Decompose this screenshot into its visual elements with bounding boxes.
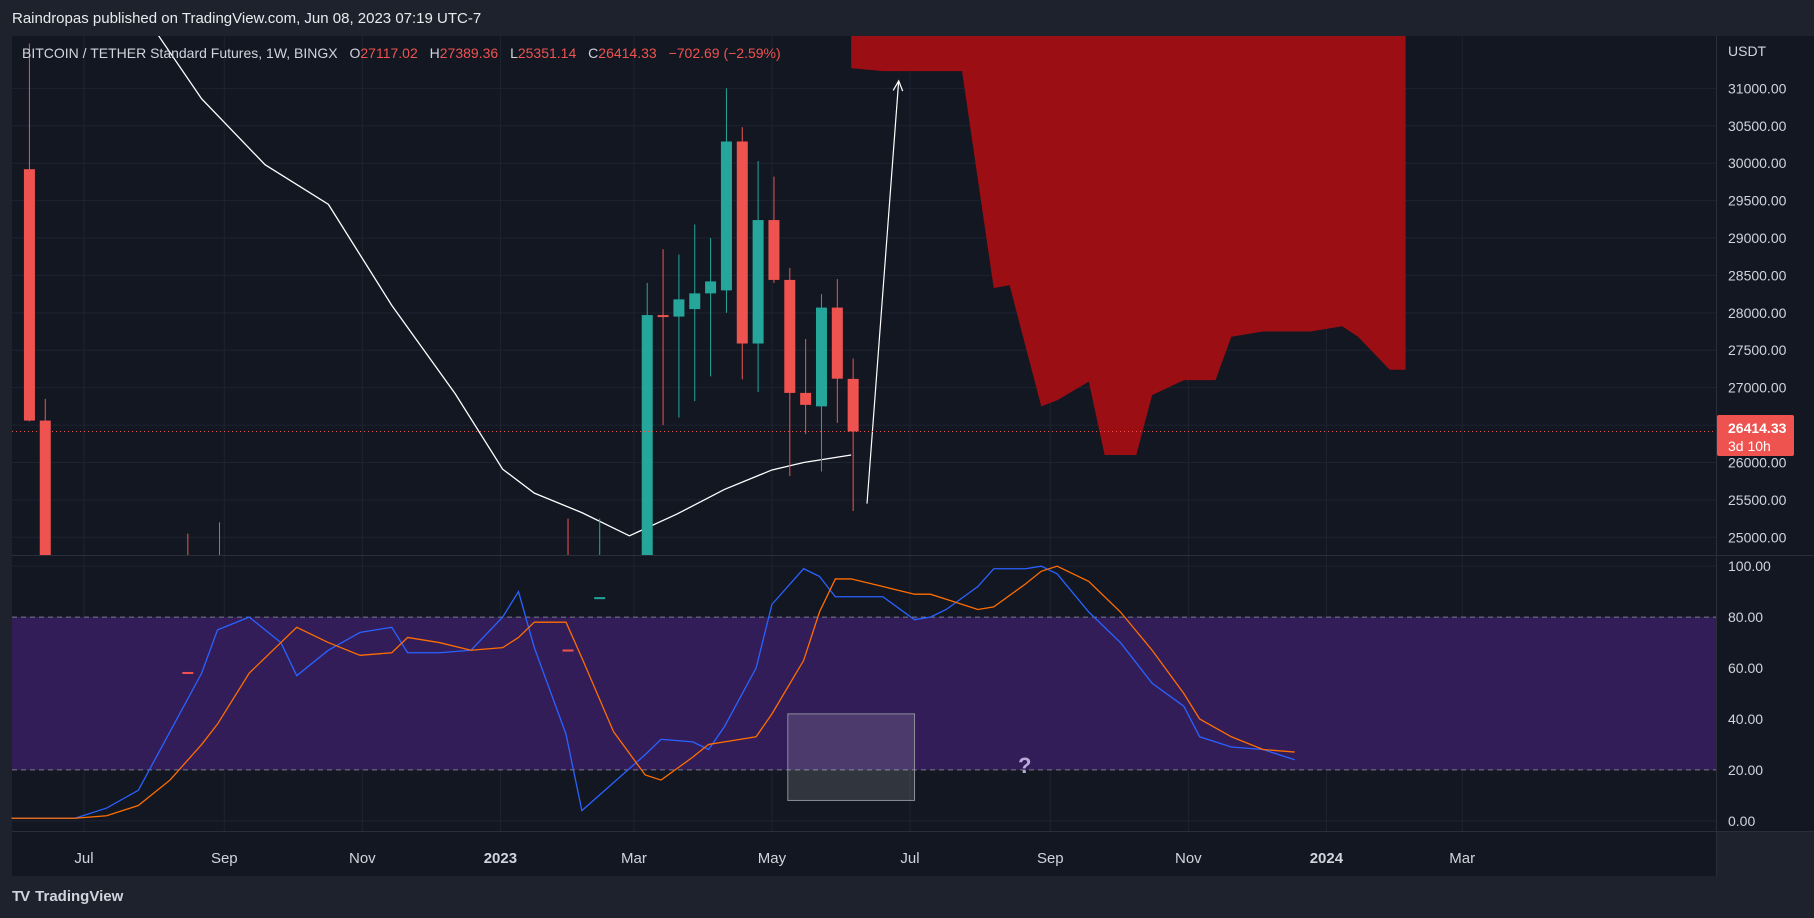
candle-body	[39, 420, 51, 556]
time-axis-bg	[12, 831, 1716, 876]
tradingview-logo-icon: TV	[12, 888, 30, 905]
candle-body	[752, 220, 764, 344]
symbol-legend[interactable]: BITCOIN / TETHER Standard Futures, 1W, B…	[22, 45, 781, 61]
price-pane-bg	[12, 36, 1716, 556]
low-value: 25351.14	[518, 45, 577, 61]
candle-body	[641, 315, 653, 556]
price-tick-label: 28500.00	[1728, 267, 1787, 283]
time-tick-label: 2024	[1310, 850, 1344, 867]
question-annotation: ?	[1018, 753, 1031, 778]
oscillator-tick-label: 60.00	[1728, 660, 1763, 676]
time-tick-label: Jul	[900, 850, 919, 867]
candle-body	[594, 597, 606, 600]
last-price-countdown: 3d 10h	[1728, 438, 1771, 454]
candle-body	[847, 378, 859, 432]
oscillator-axis[interactable]: 100.00 80.00 60.00 40.00 20.00 0.00	[1728, 558, 1771, 829]
oscillator-tick-label: 80.00	[1728, 609, 1763, 625]
candle-body	[720, 141, 732, 291]
price-tick-label: 30500.00	[1728, 118, 1787, 134]
price-tick-label: 27000.00	[1728, 380, 1787, 396]
candle-body	[831, 307, 843, 379]
last-price-tag[interactable]: 26414.33 3d 10h	[1717, 415, 1794, 456]
cloud-layer	[851, 36, 1406, 455]
candle-body	[736, 141, 748, 344]
candle-body	[768, 220, 780, 280]
time-tick-label: Sep	[211, 850, 238, 867]
candle-body	[657, 315, 669, 318]
open-value: 27117.02	[360, 45, 418, 61]
publish-header: Raindropas published on TradingView.com,…	[0, 0, 1814, 36]
tradingview-brand-text: TradingView	[35, 888, 124, 905]
svg-text:BITCOIN / TETHER Standard Futu: BITCOIN / TETHER Standard Futures, 1W, B…	[22, 45, 781, 61]
high-label: H	[430, 45, 440, 61]
oscillator-tick-label: 0.00	[1728, 813, 1755, 829]
bearish-cloud	[851, 36, 1406, 455]
highlight-box-layer	[787, 713, 916, 801]
published-info: Raindropas published on TradingView.com,…	[12, 10, 482, 27]
stoch-band	[12, 616, 1716, 771]
time-tick-label: Jul	[74, 850, 93, 867]
high-value: 27389.36	[440, 45, 499, 61]
oscillator-tick-label: 100.00	[1728, 558, 1771, 574]
change-value: −702.69 (−2.59%)	[669, 45, 781, 61]
close-value: 26414.33	[598, 45, 657, 61]
last-price-tag-bg	[1717, 415, 1794, 456]
time-tick-label: Nov	[349, 850, 376, 867]
candle-body	[562, 649, 574, 652]
tradingview-brand[interactable]: TV TradingView	[12, 888, 123, 905]
time-tick-label: Mar	[621, 850, 647, 867]
candle-body	[23, 169, 35, 421]
time-tick-label: Sep	[1037, 850, 1064, 867]
symbol-title: BITCOIN / TETHER Standard Futures, 1W, B…	[22, 45, 338, 61]
time-tick-label: 2023	[484, 850, 517, 867]
price-tick-label: 27500.00	[1728, 342, 1787, 358]
projection-arrow-line	[866, 80, 900, 504]
candle-body	[182, 671, 194, 674]
time-tick-label: Mar	[1449, 850, 1475, 867]
time-tick-label: Nov	[1175, 850, 1202, 867]
projection-arrow-layer	[866, 79, 904, 504]
candle-body	[815, 307, 827, 407]
candles-layer	[23, 43, 859, 914]
candle-body	[784, 279, 796, 393]
oscillator-tick-label: 20.00	[1728, 762, 1763, 778]
projection-arrow-head	[892, 79, 904, 92]
price-tick-label: 30000.00	[1728, 155, 1787, 171]
candle-body	[705, 281, 717, 294]
stoch-k-line	[11, 565, 1295, 819]
highlight-box	[787, 713, 916, 801]
time-tick-label: May	[758, 850, 787, 867]
overbought-oversold-band	[12, 617, 1716, 770]
price-axis-unit: USDT	[1728, 43, 1767, 59]
close-label: C	[588, 45, 598, 61]
last-price-value: 26414.33	[1728, 420, 1787, 436]
footer: TV TradingView	[0, 876, 1814, 918]
time-axis[interactable]: Jul Sep Nov 2023 Mar May Jul Sep Nov 2024 Mar	[74, 850, 1475, 867]
candle-body	[800, 392, 812, 405]
price-tick-label: 31000.00	[1728, 80, 1787, 96]
price-tick-label: 26000.00	[1728, 454, 1787, 470]
open-label: O	[350, 45, 361, 61]
price-tick-label: 29500.00	[1728, 193, 1787, 209]
moving-average-layer	[134, 0, 852, 537]
moving-average-line	[134, 0, 852, 537]
candle-body	[673, 299, 685, 317]
stoch-layer	[11, 565, 1295, 819]
low-label: L	[510, 45, 518, 61]
oscillator-tick-label: 40.00	[1728, 711, 1763, 727]
price-tick-label: 28000.00	[1728, 305, 1787, 321]
price-tick-label: 25000.00	[1728, 529, 1787, 545]
price-tick-label: 25500.00	[1728, 492, 1787, 508]
candle-body	[689, 293, 701, 310]
stoch-d-line	[11, 565, 1295, 819]
price-tick-label: 29000.00	[1728, 230, 1787, 246]
